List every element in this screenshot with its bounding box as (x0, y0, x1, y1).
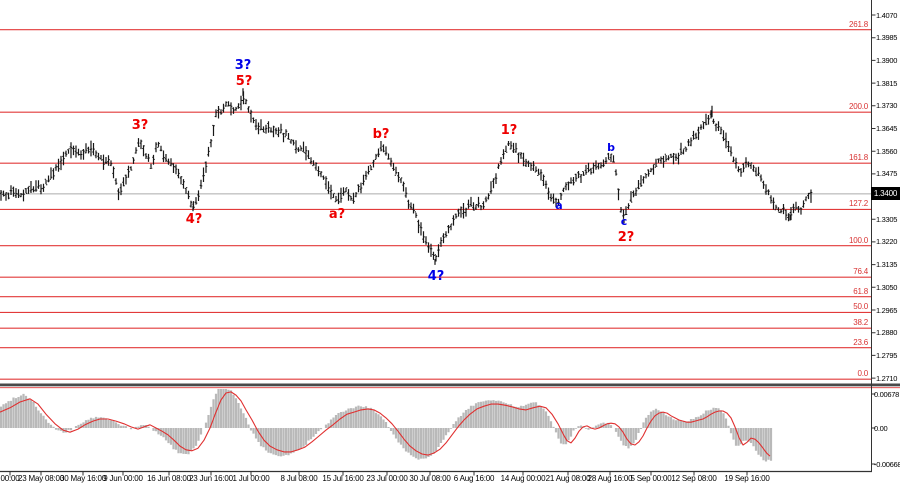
fib-lines (0, 29, 871, 380)
price-tick-label: 1.2795 (876, 350, 898, 360)
price-tick-label: 1.4070 (876, 10, 898, 20)
price-tick-label: 1.2710 (876, 373, 898, 383)
time-tick-label: 30 May 16:00 (59, 474, 107, 483)
price-tick-label: 1.3135 (876, 260, 898, 270)
current-price-label: 1.3400 (873, 189, 898, 199)
wave-label-5q[interactable]: 5? (235, 74, 253, 89)
time-tick-label: 6 Aug 16:00 (453, 474, 495, 483)
price-tick-label: 1.3475 (876, 169, 898, 179)
time-tick-label: 23 Jul 00:00 (366, 474, 408, 483)
oscillator-signal-line (0, 391, 771, 457)
price-tick-label: 1.3050 (876, 282, 898, 292)
fib-level-label: 0.0 (857, 369, 868, 379)
fib-level-label: 50.0 (853, 302, 868, 312)
fib-level-label: 38.2 (853, 318, 868, 328)
fib-level-label: 200.0 (848, 102, 868, 112)
wave-label-4q[interactable]: 4? (185, 212, 203, 227)
wave-label-b[interactable]: b (607, 141, 615, 154)
price-tick-label: 1.3730 (876, 101, 898, 111)
price-tick-label: 1.2965 (876, 305, 898, 315)
wave-label-a[interactable]: a (555, 199, 563, 212)
price-tick-label: 1.3560 (876, 146, 898, 156)
time-tick-label: 23 Jun 16:00 (189, 474, 233, 483)
fib-level-label: 161.8 (848, 153, 868, 163)
wave-label-1q[interactable]: 1? (500, 123, 518, 138)
wave-label-bq[interactable]: b? (372, 127, 390, 142)
time-tick-label: 16 Jun 08:00 (147, 474, 191, 483)
oscillator-histogram (0, 389, 773, 462)
fib-level-label: 76.4 (853, 267, 868, 277)
oscillator-scale-label: 0.00 (874, 423, 888, 433)
candlesticks (0, 88, 813, 265)
price-tick-label: 1.3305 (876, 214, 898, 224)
fib-level-label: 100.0 (848, 235, 868, 245)
wave-label-3q[interactable]: 3? (131, 118, 149, 133)
fib-level-label: 127.2 (848, 199, 868, 209)
wave-label-4q[interactable]: 4? (427, 269, 445, 284)
fib-level-label: 23.6 (853, 337, 868, 347)
price-tick-label: 1.3645 (876, 124, 898, 133)
time-tick-label: 00:00 (0, 474, 20, 483)
time-tick-label: 21 Aug 08:00 (545, 474, 591, 483)
wave-label-aq[interactable]: a? (328, 207, 346, 222)
time-tick-label: 9 Jun 00:00 (103, 474, 143, 483)
price-tick-label: 1.3900 (876, 55, 898, 65)
time-tick-label: 14 Aug 00:00 (500, 474, 546, 483)
time-tick-label: 28 Aug 16:00 (587, 474, 633, 483)
wave-label-3q[interactable]: 3? (234, 58, 252, 73)
oscillator-scale-label: -0.00668 (874, 459, 900, 469)
fib-level-label: 261.8 (848, 19, 868, 29)
price-tick-label: 1.3815 (876, 78, 898, 88)
time-tick-label: 12 Sep 08:00 (671, 474, 717, 483)
time-tick-label: 1 Jul 00:00 (232, 474, 270, 483)
time-tick-label: 8 Jul 08:00 (280, 474, 318, 483)
time-tick-label: 5 Sep 00:00 (630, 474, 672, 483)
oscillator-scale-label: 0.00678 (874, 389, 900, 399)
price-tick-label: 1.3220 (876, 237, 898, 247)
wave-label-2q[interactable]: 2? (617, 230, 635, 245)
time-tick-label: 30 Jul 08:00 (409, 474, 451, 483)
price-tick-label: 1.2880 (876, 328, 898, 338)
current-price-box: 1.3400 (871, 187, 900, 201)
time-tick-label: 15 Jul 16:00 (322, 474, 364, 483)
price-tick-label: 1.3985 (876, 33, 898, 43)
wave-label-c[interactable]: c (620, 215, 628, 228)
time-tick-label: 23 May 08:00 (17, 474, 65, 483)
time-tick-label: 19 Sep 16:00 (724, 474, 770, 483)
fib-level-label: 61.8 (853, 286, 868, 296)
